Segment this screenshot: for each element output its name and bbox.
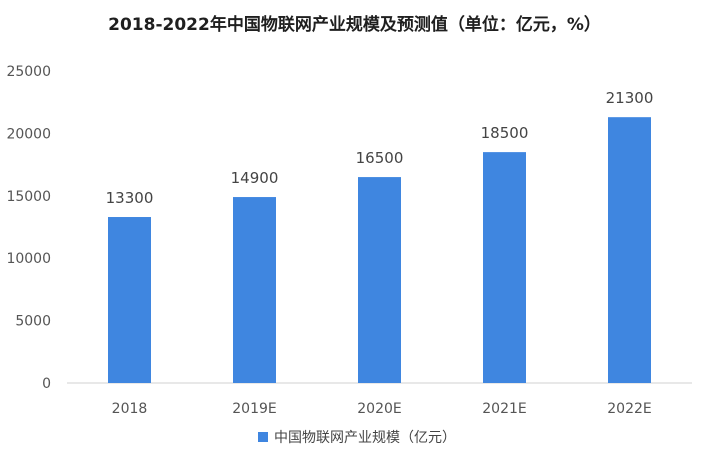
bar [233, 197, 276, 383]
data-label: 21300 [606, 89, 654, 107]
legend-swatch [258, 432, 268, 442]
data-label: 18500 [481, 124, 529, 142]
x-tick-label: 2022E [607, 401, 651, 417]
bar [608, 117, 651, 384]
data-label: 16500 [356, 149, 404, 167]
bar [483, 152, 526, 383]
y-tick-label: 15000 [6, 189, 51, 205]
y-tick-label: 0 [42, 376, 51, 392]
data-label: 14900 [231, 169, 279, 187]
legend-label: 中国物联网产业规模（亿元） [274, 430, 456, 446]
x-tick-label: 2018 [112, 401, 148, 417]
y-tick-label: 20000 [6, 126, 51, 142]
bar [358, 177, 401, 383]
bar [108, 217, 151, 383]
data-label: 13300 [106, 189, 154, 207]
y-tick-label: 10000 [6, 251, 51, 267]
y-tick-label: 25000 [6, 64, 51, 80]
x-tick-label: 2019E [232, 401, 276, 417]
y-tick-label: 5000 [15, 314, 51, 330]
x-tick-label: 2020E [357, 401, 401, 417]
chart-title: 2018-2022年中国物联网产业规模及预测值（单位：亿元，%） [108, 15, 601, 35]
x-tick-label: 2021E [482, 401, 526, 417]
